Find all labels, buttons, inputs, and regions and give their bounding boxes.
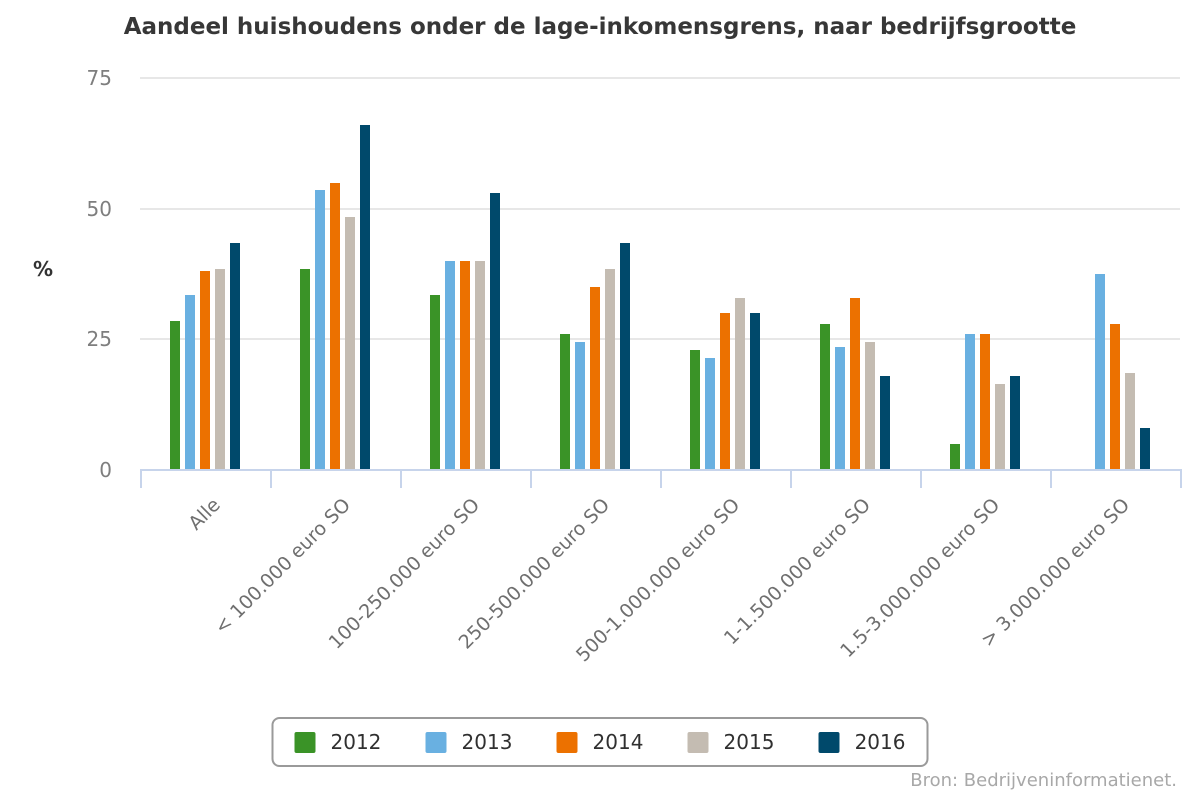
bar-2013-category-7 [1095, 274, 1105, 470]
legend-swatch-2013 [425, 731, 447, 753]
legend-item-2015: 2015 [687, 730, 775, 754]
bar-2015-category-0 [215, 268, 225, 470]
bar-2012-category-2 [430, 294, 440, 470]
source-caption: Bron: Bedrijveninformatienet. [910, 770, 1177, 791]
legend: 2012 2013 2014 2015 2016 [271, 717, 929, 767]
legend-swatch-2015 [687, 731, 709, 753]
gridline-75 [140, 77, 1180, 79]
bar-2016-category-1 [360, 125, 370, 470]
legend-swatch-2012 [294, 731, 316, 753]
bar-2012-category-1 [300, 268, 310, 470]
x-axis-tick [790, 470, 792, 488]
bar-2016-category-7 [1140, 428, 1150, 470]
bar-2013-category-2 [445, 260, 455, 470]
bar-2016-category-5 [880, 375, 890, 470]
bar-2014-category-6 [980, 334, 990, 470]
bar-2016-category-6 [1010, 375, 1020, 470]
bar-2015-category-4 [735, 297, 745, 470]
bar-2013-category-3 [575, 341, 585, 470]
y-tick-label-50: 50 [86, 196, 112, 221]
bar-2012-category-5 [820, 323, 830, 470]
bar-2012-category-4 [690, 349, 700, 470]
bar-2013-category-1 [315, 190, 325, 470]
bar-2015-category-5 [865, 341, 875, 470]
x-category-label-7: > 3.000.000 euro SO [977, 494, 1135, 652]
legend-label-2014: 2014 [592, 730, 644, 754]
x-axis-tick [920, 470, 922, 488]
legend-item-2012: 2012 [294, 730, 382, 754]
bar-2016-category-0 [230, 242, 240, 470]
x-category-label-2: 100-250.000 euro SO [325, 494, 485, 654]
bar-2013-category-6 [965, 334, 975, 470]
legend-label-2015: 2015 [723, 730, 775, 754]
legend-label-2012: 2012 [330, 730, 382, 754]
x-category-label-5: 1-1.500.000 euro SO [719, 494, 875, 650]
y-tick-label-25: 25 [86, 327, 112, 352]
gridline-50 [140, 207, 1180, 210]
legend-swatch-2014 [556, 731, 578, 753]
bar-2014-category-1 [330, 182, 340, 470]
legend-swatch-2016 [818, 731, 840, 753]
y-tick-label-75: 75 [86, 66, 112, 90]
bar-2013-category-4 [705, 357, 715, 470]
chart-title: Aandeel huishoudens onder de lage-inkome… [123, 14, 1077, 40]
legend-item-2013: 2013 [425, 730, 513, 754]
bar-2015-category-3 [605, 268, 615, 470]
bar-2012-category-0 [170, 321, 180, 470]
y-tick-label-0: 0 [99, 458, 112, 482]
legend-label-2013: 2013 [461, 730, 513, 754]
y-axis-unit-label: % [33, 257, 54, 281]
bar-2016-category-3 [620, 242, 630, 470]
bar-2015-category-7 [1125, 373, 1135, 470]
x-category-label-1: < 100.000 euro SO [210, 494, 355, 639]
legend-item-2016: 2016 [818, 730, 906, 754]
bar-2016-category-4 [750, 313, 760, 470]
bar-2014-category-0 [200, 271, 210, 470]
x-axis-tick [140, 470, 142, 488]
x-axis-tick [1050, 470, 1052, 488]
bar-2013-category-0 [185, 294, 195, 470]
legend-label-2016: 2016 [854, 730, 906, 754]
bar-2014-category-5 [850, 297, 860, 470]
bar-2014-category-7 [1110, 323, 1120, 470]
x-axis-tick [270, 470, 272, 488]
bar-2014-category-4 [720, 313, 730, 470]
bar-2016-category-2 [490, 192, 500, 470]
x-axis-tick [1180, 470, 1182, 488]
bar-2012-category-6 [950, 443, 960, 470]
gridline-25 [140, 338, 1180, 341]
bar-2015-category-6 [995, 383, 1005, 470]
x-axis-tick [530, 470, 532, 488]
x-axis-tick [400, 470, 402, 488]
bar-2015-category-1 [345, 216, 355, 470]
bar-2014-category-3 [590, 287, 600, 470]
legend-item-2014: 2014 [556, 730, 644, 754]
bar-2012-category-3 [560, 334, 570, 470]
bar-2013-category-5 [835, 347, 845, 470]
x-category-label-3: 250-500.000 euro SO [455, 494, 615, 654]
x-axis-tick [660, 470, 662, 488]
bar-2015-category-2 [475, 260, 485, 470]
x-category-label-0: Alle [184, 494, 225, 535]
bar-2014-category-2 [460, 260, 470, 470]
